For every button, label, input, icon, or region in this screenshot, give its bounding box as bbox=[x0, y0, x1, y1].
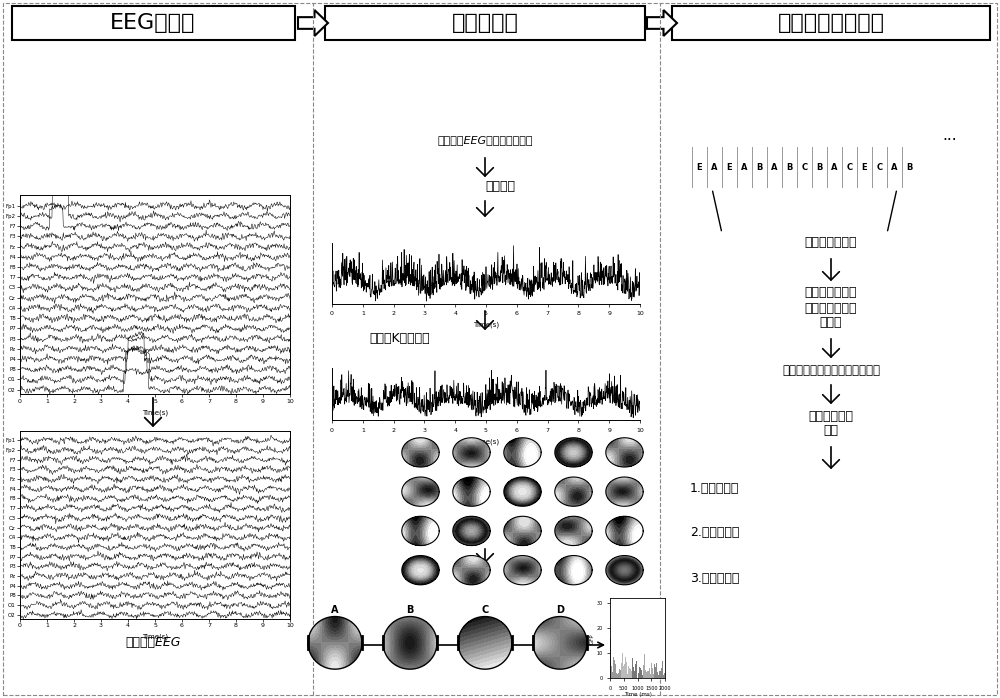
Text: A: A bbox=[891, 163, 898, 172]
Text: A: A bbox=[711, 163, 718, 172]
Text: 3.　　节点度: 3. 节点度 bbox=[690, 572, 739, 584]
X-axis label: Time(s): Time(s) bbox=[473, 322, 499, 328]
Text: B: B bbox=[406, 605, 414, 615]
Text: 2.　局部效率: 2. 局部效率 bbox=[690, 526, 739, 540]
Text: D: D bbox=[556, 605, 564, 615]
Text: 不含伪迹EEG: 不含伪迹EEG bbox=[125, 637, 181, 650]
Text: 微状态分析: 微状态分析 bbox=[452, 13, 518, 33]
Text: 计算微状态周期: 计算微状态周期 bbox=[805, 286, 857, 299]
Text: 选择峰值: 选择峰值 bbox=[485, 179, 515, 193]
Text: 动态功能网络分析: 动态功能网络分析 bbox=[778, 13, 885, 33]
X-axis label: Time(s): Time(s) bbox=[142, 634, 168, 640]
Text: C: C bbox=[801, 163, 808, 172]
Text: B: B bbox=[906, 163, 913, 172]
Text: 关系数: 关系数 bbox=[820, 316, 842, 329]
X-axis label: Time (ms): Time (ms) bbox=[624, 692, 651, 697]
X-axis label: Time(s): Time(s) bbox=[473, 438, 499, 445]
Text: A: A bbox=[331, 605, 339, 615]
Text: C: C bbox=[876, 163, 883, 172]
Polygon shape bbox=[647, 10, 677, 36]
Text: 不含伪迹EEG的全局电场势图: 不含伪迹EEG的全局电场势图 bbox=[437, 135, 533, 145]
Bar bbox=[325, 6, 645, 40]
Polygon shape bbox=[298, 10, 328, 36]
Text: A: A bbox=[831, 163, 838, 172]
Text: C: C bbox=[846, 163, 853, 172]
Text: E: E bbox=[727, 163, 732, 172]
Text: E: E bbox=[862, 163, 867, 172]
Text: B: B bbox=[786, 163, 793, 172]
Text: C: C bbox=[481, 605, 489, 615]
Text: A: A bbox=[741, 163, 748, 172]
Text: 属性: 属性 bbox=[824, 424, 838, 436]
Text: 改进的K均値聚类: 改进的K均値聚类 bbox=[370, 332, 430, 345]
Text: 计算功能网络: 计算功能网络 bbox=[808, 410, 854, 422]
Text: ...: ... bbox=[942, 128, 957, 144]
Text: 基于微状态周期的动态功能网络: 基于微状态周期的动态功能网络 bbox=[782, 364, 880, 376]
Bar bbox=[672, 6, 990, 40]
Bar bbox=[12, 6, 295, 40]
X-axis label: Time(s): Time(s) bbox=[142, 409, 168, 415]
Text: 1.　全局效率: 1. 全局效率 bbox=[690, 482, 739, 494]
Text: A: A bbox=[771, 163, 778, 172]
Text: B: B bbox=[756, 163, 763, 172]
Text: 内各导联间的相: 内各导联间的相 bbox=[805, 302, 857, 315]
Y-axis label: GFP: GFP bbox=[590, 633, 595, 644]
Text: E: E bbox=[697, 163, 702, 172]
Text: B: B bbox=[816, 163, 823, 172]
Text: 一个微状态周期: 一个微状态周期 bbox=[805, 237, 857, 249]
Text: EEG预处理: EEG预处理 bbox=[110, 13, 196, 33]
